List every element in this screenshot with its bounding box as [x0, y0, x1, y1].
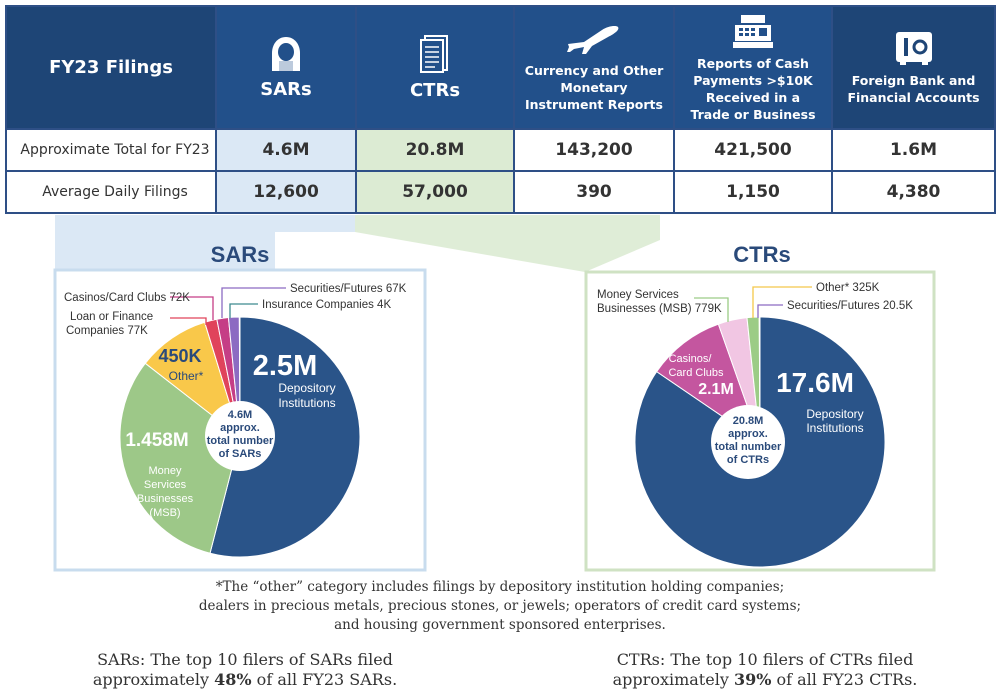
sars-callout-lines — [170, 287, 286, 325]
ctrs-callout-securities: Securities/Futures 20.5K — [787, 300, 913, 312]
ctrs-callout-lines — [694, 286, 812, 322]
sars-center-line-1: 4.6M — [228, 409, 252, 421]
footnote-line-1: *The “other” category includes filings b… — [215, 579, 785, 595]
sars-center-line-3: total number — [207, 435, 274, 447]
cell-sars-daily: 12,600 — [215, 170, 357, 214]
col-header-8300: Reports of Cash Payments >$10K Received … — [673, 5, 833, 130]
sars-msb-name-4: (MSB) — [149, 507, 180, 519]
ctrs-casino-value: 2.1M — [698, 381, 734, 398]
col-header-cmir-label: Currency and Other Monetary Instrument R… — [524, 63, 664, 112]
col-header-sars-label: SARs — [260, 79, 312, 100]
ctrs-callout-msb-2: Businesses (MSB) 779K — [597, 303, 722, 315]
row-label: Average Daily Filings — [5, 170, 217, 214]
cell-cmir-total: 143,200 — [513, 128, 675, 172]
sars-top-filers-post: of all FY23 SARs. — [251, 670, 398, 689]
ctrs-top-filers-line-1: CTRs: The top 10 filers of CTRs filed — [616, 650, 914, 669]
sars-pie-slice-money-services-businesses-msb — [119, 362, 241, 554]
col-header-sars: SARs — [215, 5, 357, 130]
cell-fbar-daily: 4,380 — [831, 170, 996, 214]
ctrs-depository-name-1: Depository — [806, 407, 863, 421]
ctrs-center-line-1: 20.8M — [733, 415, 764, 427]
sars-callout-loan-2: Companies 77K — [66, 325, 148, 337]
ctrs-funnel-shade — [355, 215, 660, 272]
sars-other-name: Other* — [169, 369, 204, 383]
col-header-fbar: Foreign Bank and Financial Accounts — [831, 5, 996, 130]
sars-pie-slice-depository-institutions — [209, 316, 361, 558]
hooded-figure-icon — [272, 37, 300, 71]
col-header-ctrs: CTRs — [355, 5, 515, 130]
sars-funnel-shade — [55, 215, 355, 272]
sars-msb-value: 1.458M — [125, 430, 188, 451]
col-header-ctrs-label: CTRs — [409, 80, 461, 101]
footnote-line-3: and housing government sponsored enterpr… — [334, 617, 666, 633]
table-title: FY23 Filings — [49, 57, 173, 78]
sars-chart-title: SARs — [211, 242, 270, 267]
safe-icon — [895, 31, 932, 65]
sars-center-line-4: of SARs — [219, 448, 262, 460]
sars-depository-name-1: Depository — [278, 381, 335, 395]
ctrs-top-filers-pre: approximately — [612, 670, 734, 689]
cell-fbar-total: 1.6M — [831, 128, 996, 172]
row-label: Approximate Total for FY23 — [5, 128, 217, 172]
sars-top-filers-pct: 48% — [214, 670, 252, 689]
sars-other-value: 450K — [158, 346, 201, 366]
sars-center-line-2: approx. — [220, 422, 260, 434]
ctrs-depository-name-2: Institutions — [806, 421, 863, 435]
table-row: Approximate Total for FY23 4.6M 20.8M 14… — [5, 128, 996, 172]
ctrs-casino-name-2: Card Clubs — [668, 367, 724, 379]
sars-callout-loan-1: Loan or Finance — [70, 311, 153, 323]
sars-msb-name-1: Money — [148, 465, 182, 477]
cell-ctrs-daily: 57,000 — [355, 170, 515, 214]
ctrs-center-line-3: total number — [715, 441, 782, 453]
sars-pie-slice-insurance-companies — [238, 316, 241, 438]
airplane-icon — [567, 26, 619, 54]
col-header-8300-label: Reports of Cash Payments >$10K Received … — [690, 55, 816, 122]
col-header-fbar-label: Foreign Bank and Financial Accounts — [847, 72, 980, 105]
table-title-cell: FY23 Filings — [5, 5, 217, 130]
footnote-line-2: dealers in precious metals, precious sto… — [198, 598, 802, 614]
sars-top-filers-pre: approximately — [92, 670, 215, 689]
cash-register-icon — [733, 14, 773, 48]
table-row: Average Daily Filings 12,600 57,000 390 … — [5, 170, 996, 214]
sars-top-filers-line-1: SARs: The top 10 filers of SARs filed — [97, 650, 393, 669]
sars-msb-name-2: Services — [144, 479, 187, 491]
ctrs-top-filers-pct: 39% — [733, 670, 772, 689]
cell-cmir-daily: 390 — [513, 170, 675, 214]
filings-table: FY23 Filings SARs CTRs — [5, 5, 996, 214]
ctrs-center-line-2: approx. — [728, 428, 768, 440]
sars-pie — [119, 316, 361, 558]
cell-8300-daily: 1,150 — [673, 170, 833, 214]
sars-callout-insurance: Insurance Companies 4K — [262, 299, 391, 311]
ctrs-top-filers-post: of all FY23 CTRs. — [771, 670, 918, 689]
sars-callout-securities: Securities/Futures 67K — [290, 283, 407, 295]
ctrs-casino-name-1: Casinos/ — [669, 353, 713, 365]
ctrs-callout-msb-1: Money Services — [597, 289, 679, 301]
sars-callout-casinos: Casinos/Card Clubs 72K — [64, 292, 190, 304]
col-header-cmir: Currency and Other Monetary Instrument R… — [513, 5, 675, 130]
sars-center-circle — [205, 401, 275, 471]
ctrs-callout-other: Other* 325K — [816, 282, 880, 294]
sars-top-filers: SARs: The top 10 filers of SARs filed ap… — [60, 650, 430, 690]
cell-8300-total: 421,500 — [673, 128, 833, 172]
ctrs-depository-value: 17.6M — [776, 367, 854, 398]
sars-msb-name-3: Businesses — [137, 493, 194, 505]
ctrs-center-line-4: of CTRs — [727, 454, 769, 466]
cell-sars-total: 4.6M — [215, 128, 357, 172]
ctrs-center-circle — [711, 405, 785, 479]
ctrs-pie-slice-depository-institutions — [634, 316, 886, 568]
document-icon — [420, 35, 448, 73]
ctrs-top-filers: CTRs: The top 10 filers of CTRs filed ap… — [580, 650, 950, 690]
cell-ctrs-total: 20.8M — [355, 128, 515, 172]
sars-pie-slice-other — [144, 321, 241, 439]
footnote: *The “other” category includes filings b… — [150, 578, 850, 635]
ctrs-chart-title: CTRs — [733, 242, 790, 267]
sars-depository-name-2: Institutions — [278, 396, 335, 410]
sars-depository-value: 2.5M — [253, 350, 317, 382]
